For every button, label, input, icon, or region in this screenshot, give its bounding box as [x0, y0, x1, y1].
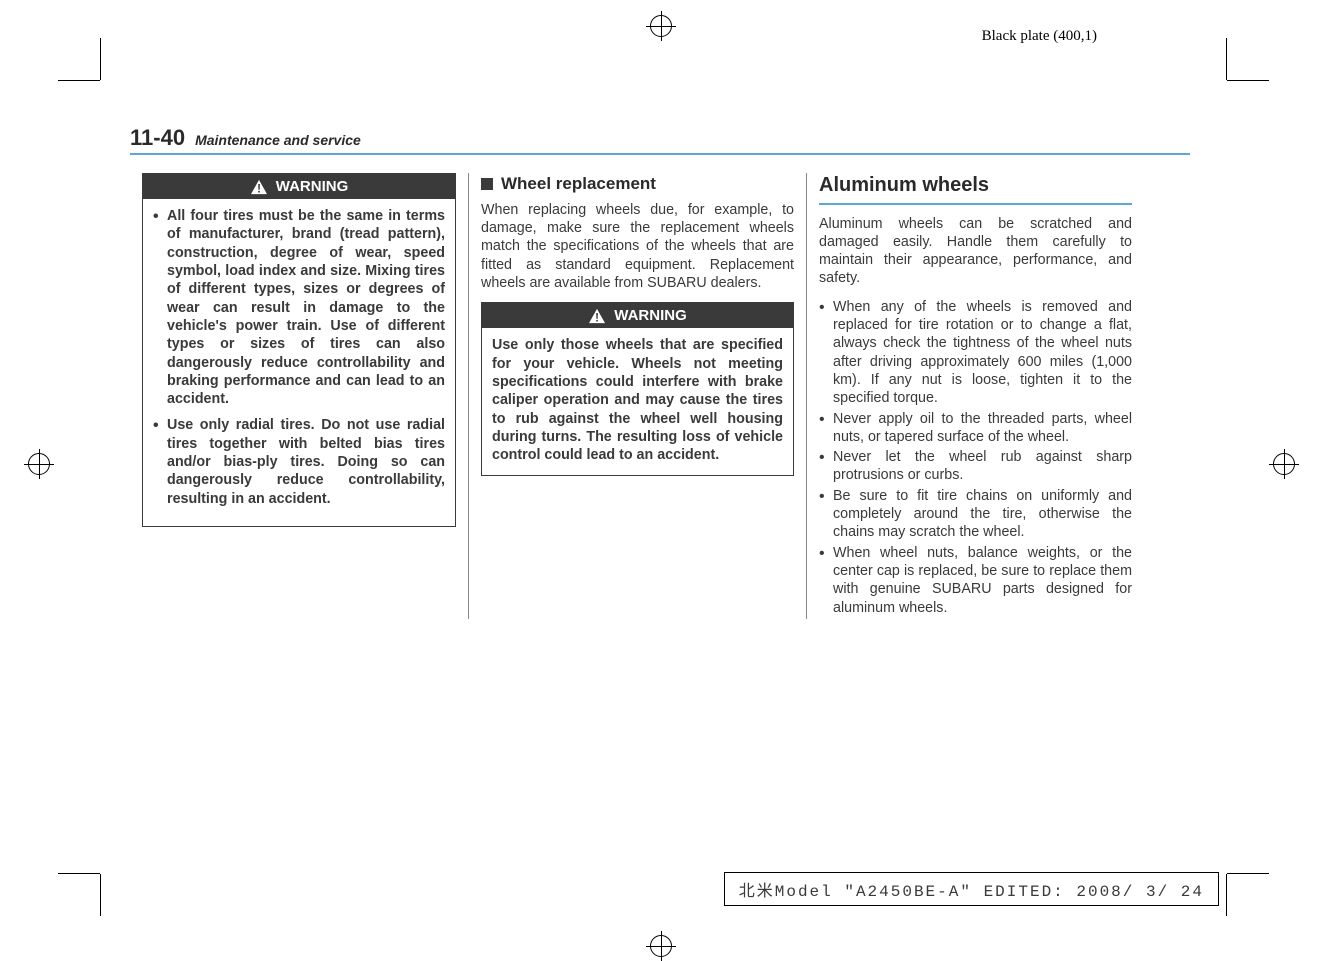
bullet-list: When any of the wheels is removed and re… — [819, 298, 1132, 617]
heading: Aluminum wheels — [819, 173, 1132, 205]
list-item: When wheel nuts, balance weights, or the… — [819, 544, 1132, 617]
svg-text:!: ! — [595, 312, 599, 324]
list-item: When any of the wheels is removed and re… — [819, 298, 1132, 408]
crop-mark — [1226, 38, 1227, 80]
page-header: 11-40 Maintenance and service — [130, 125, 1190, 155]
subsection-heading: Wheel replacement — [481, 173, 794, 195]
list-item: Never apply oil to the threaded parts, w… — [819, 410, 1132, 447]
crop-mark — [100, 38, 101, 80]
warning-item: Use only radial tires. Do not use radial… — [153, 416, 445, 507]
svg-text:!: ! — [257, 183, 261, 195]
page-number: 11-40 — [130, 125, 185, 151]
warning-header: ! WARNING — [482, 303, 793, 328]
warning-label: WARNING — [614, 306, 687, 325]
plate-label: Black plate (400,1) — [982, 28, 1097, 45]
square-bullet-icon — [481, 178, 493, 190]
crop-mark — [58, 80, 100, 81]
crop-mark — [100, 874, 101, 916]
column-3: Aluminum wheels Aluminum wheels can be s… — [806, 173, 1144, 619]
crop-mark — [58, 873, 100, 874]
warning-triangle-icon: ! — [250, 179, 268, 195]
footer-box: 北米Model "A2450BE-A" EDITED: 2008/ 3/ 24 — [724, 872, 1219, 906]
column-2: Wheel replacement When replacing wheels … — [468, 173, 806, 619]
list-item: Never let the wheel rub against sharp pr… — [819, 448, 1132, 485]
page-content: 11-40 Maintenance and service ! WARNING … — [130, 125, 1190, 619]
crop-mark — [1227, 873, 1269, 874]
warning-triangle-icon: ! — [588, 308, 606, 324]
warning-body: Use only those wheels that are specified… — [482, 328, 793, 474]
warning-label: WARNING — [276, 177, 349, 196]
columns: ! WARNING All four tires must be the sam… — [130, 173, 1190, 619]
warning-header: ! WARNING — [143, 174, 455, 199]
crop-mark — [1227, 80, 1269, 81]
crop-mark — [1226, 874, 1227, 916]
warning-box: ! WARNING All four tires must be the sam… — [142, 173, 456, 527]
body-text: Aluminum wheels can be scratched and dam… — [819, 215, 1132, 288]
warning-body: All four tires must be the same in terms… — [143, 199, 455, 526]
body-text: When replacing wheels due, for example, … — [481, 201, 794, 292]
section-title: Maintenance and service — [195, 132, 361, 148]
subsection-title: Wheel replacement — [501, 173, 656, 195]
column-1: ! WARNING All four tires must be the sam… — [130, 173, 468, 619]
warning-box: ! WARNING Use only those wheels that are… — [481, 302, 794, 475]
warning-item: All four tires must be the same in terms… — [153, 207, 445, 408]
list-item: Be sure to fit tire chains on uniformly … — [819, 487, 1132, 542]
